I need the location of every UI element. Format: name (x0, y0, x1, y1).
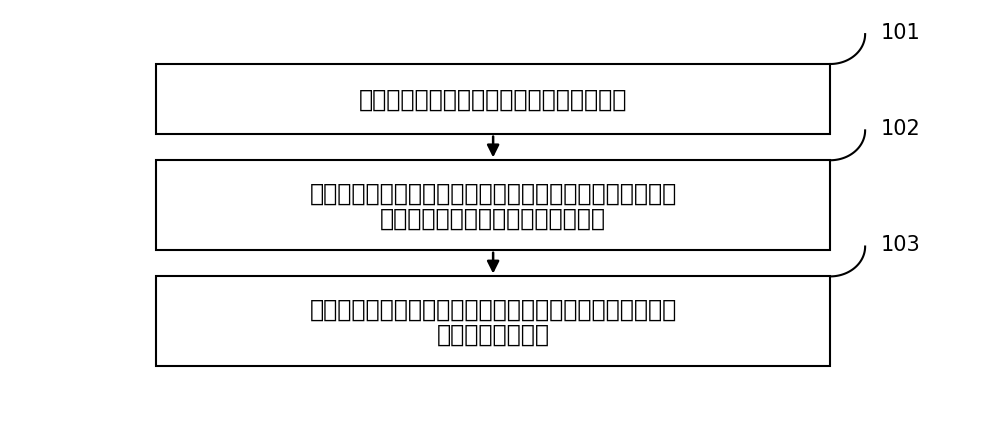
Text: 103: 103 (881, 234, 920, 255)
Text: 根据俯仰姿态角，计算得到磁卸载指令磁矩: 根据俯仰姿态角，计算得到磁卸载指令磁矩 (359, 88, 627, 111)
Text: 将所述磁卸载指令磁矩与所述磁章进动指令磁矩进行叠加，: 将所述磁卸载指令磁矩与所述磁章进动指令磁矩进行叠加， (310, 297, 677, 321)
FancyBboxPatch shape (156, 277, 830, 366)
Text: 根据滚动姿态角、偏航姿态角、滚动姿态角速度和偏航姿态: 根据滚动姿态角、偏航姿态角、滚动姿态角速度和偏航姿态 (310, 181, 677, 205)
Text: 101: 101 (881, 23, 920, 43)
Text: 得到总的指令磁矩: 得到总的指令磁矩 (437, 322, 550, 346)
Text: 102: 102 (881, 119, 920, 138)
Text: 角速度，计算得到磁章进动指令磁矩: 角速度，计算得到磁章进动指令磁矩 (380, 206, 606, 230)
FancyBboxPatch shape (156, 65, 830, 134)
FancyBboxPatch shape (156, 161, 830, 250)
